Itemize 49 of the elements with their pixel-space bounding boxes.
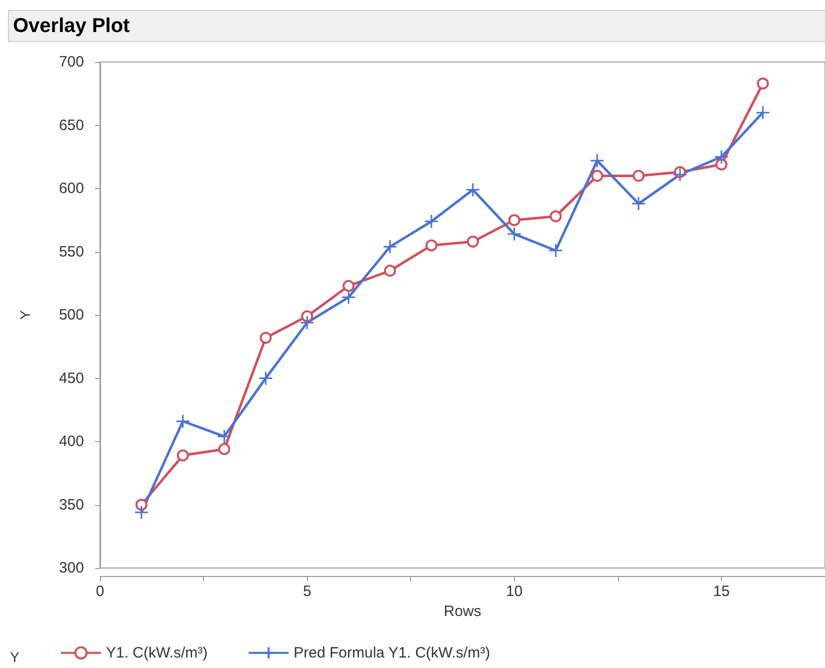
y-tick-label: 700 — [58, 54, 84, 70]
point — [382, 239, 398, 254]
point — [342, 280, 355, 292]
point — [466, 182, 480, 198]
point — [632, 170, 645, 182]
point — [714, 150, 729, 164]
point — [217, 429, 232, 444]
point — [756, 78, 769, 90]
point — [756, 105, 770, 120]
x-tick-label: 10 — [506, 583, 523, 600]
point — [590, 153, 604, 168]
point — [300, 315, 314, 330]
y-axis-title: Y — [17, 310, 33, 320]
legend-label: Y1. C(kW.s/m³) — [106, 644, 208, 662]
y-tick-label: 300 — [58, 560, 84, 576]
x-axis-title: Rows — [444, 603, 482, 620]
legend-title: Y — [10, 649, 20, 665]
y-tick-label: 500 — [58, 306, 84, 324]
y-tick-label: 550 — [58, 243, 84, 260]
y-tick-label: 350 — [58, 496, 84, 514]
y-tick-label: 600 — [58, 180, 84, 197]
legend-label: Pred Formula Y1. C(kW.s/m³) — [294, 644, 490, 662]
point — [425, 239, 438, 252]
point — [672, 167, 688, 182]
point — [507, 226, 522, 242]
point — [715, 158, 728, 170]
point — [591, 170, 604, 182]
point — [258, 371, 273, 386]
point — [424, 214, 439, 229]
y-tick-label: 450 — [58, 370, 84, 387]
chart-title: Overlay Plot — [8, 10, 825, 42]
y-tick-label: 650 — [58, 116, 84, 134]
x-tick-label: 5 — [302, 583, 312, 600]
point — [135, 498, 148, 511]
point — [631, 196, 646, 211]
x-tick-label: 15 — [713, 583, 730, 600]
x-tick-label: 0 — [96, 583, 104, 600]
point — [548, 243, 563, 258]
point — [508, 214, 520, 226]
y-tick-label: 400 — [58, 433, 84, 450]
point — [218, 443, 230, 456]
point — [260, 332, 272, 344]
point — [466, 236, 479, 248]
point — [176, 449, 189, 462]
point — [550, 210, 562, 222]
point — [176, 414, 190, 429]
point — [134, 505, 149, 520]
point — [341, 290, 356, 305]
point — [384, 264, 396, 277]
